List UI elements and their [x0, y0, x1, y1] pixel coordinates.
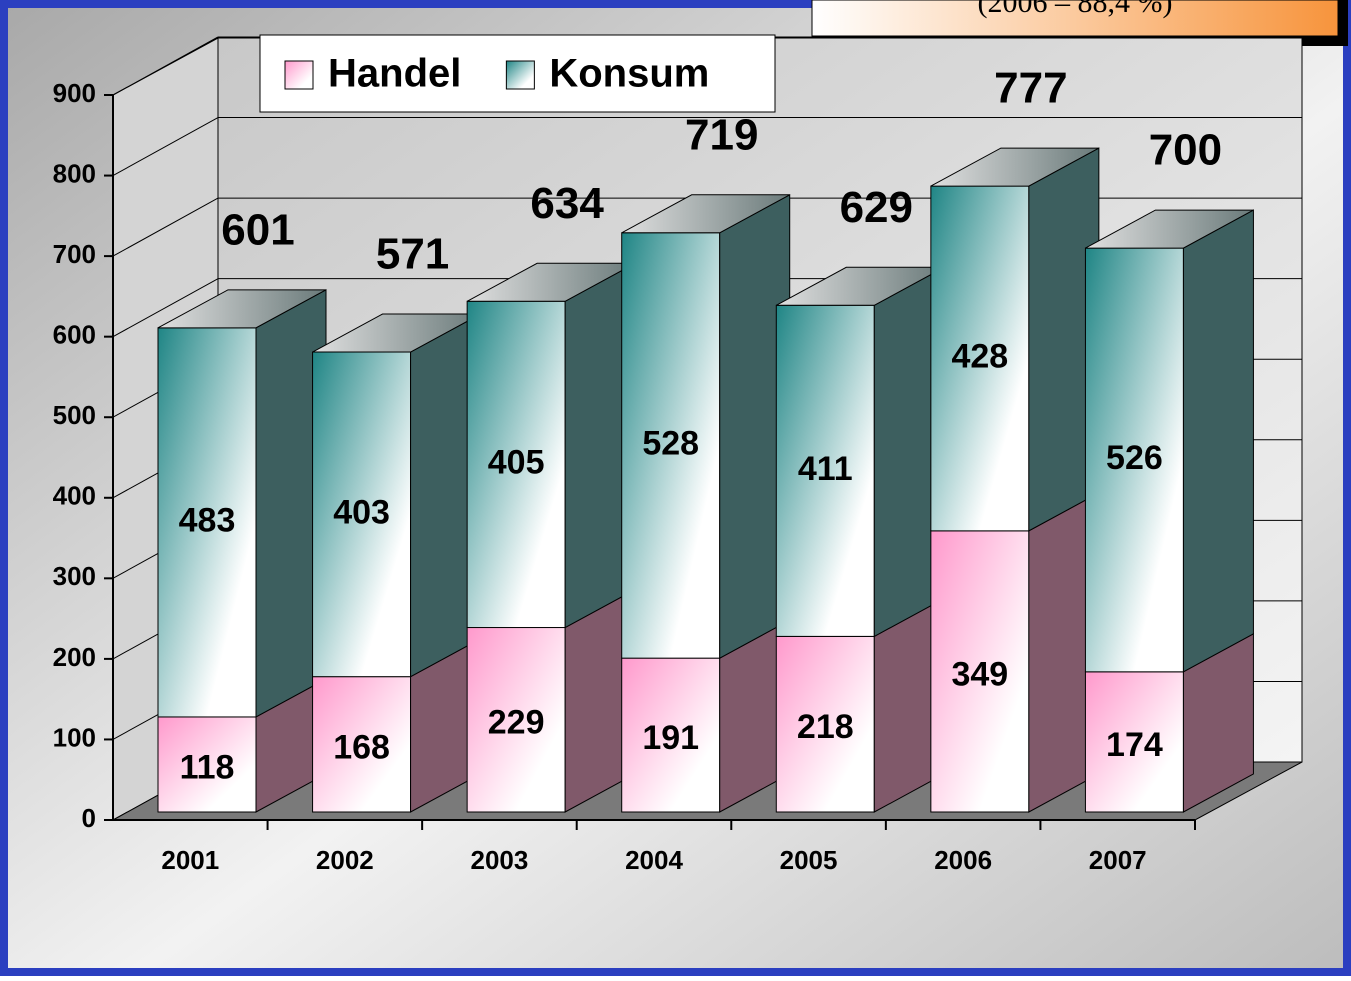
x-tick-label: 2002 [316, 845, 374, 875]
y-tick-label: 0 [82, 803, 96, 833]
total-label: 629 [840, 183, 913, 232]
bar-top [157, 289, 327, 329]
value-label: 403 [333, 493, 390, 531]
y-tick-label: 900 [53, 78, 96, 108]
bar-segment [157, 716, 257, 813]
x-tick-label: 2006 [934, 845, 992, 875]
bar-top [1085, 209, 1254, 249]
bar-segment [466, 300, 566, 629]
bar-segment [621, 657, 721, 813]
grid-line [112, 117, 219, 176]
legend-label: Konsum [549, 52, 709, 96]
legend: Handel Konsum [259, 34, 776, 113]
value-label: 411 [798, 450, 853, 488]
grid-line [112, 36, 219, 96]
value-label: 483 [179, 501, 236, 539]
x-tick-label: 2007 [1089, 845, 1147, 875]
y-tick-label: 500 [53, 400, 96, 430]
bar-segment [621, 232, 721, 659]
y-tick-label: 200 [53, 642, 96, 672]
value-label: 174 [1106, 726, 1163, 764]
legend-swatch [505, 60, 535, 90]
bar-segment [1084, 247, 1184, 673]
annotation-box [811, 0, 1339, 37]
legend-swatch [284, 60, 314, 90]
total-label: 601 [221, 205, 294, 254]
annotation: (2006 – 88,4 %) [978, 0, 1173, 19]
bar-top [621, 194, 790, 234]
value-label: 349 [951, 655, 1008, 693]
grid-line [112, 197, 219, 257]
grid-line [112, 278, 219, 338]
x-tick-label: 2005 [780, 845, 838, 875]
legend-label: Handel [328, 52, 461, 96]
value-label: 405 [488, 443, 545, 481]
total-label: 777 [994, 64, 1067, 113]
bar-segment [312, 351, 412, 678]
value-label: 229 [488, 704, 545, 742]
value-label: 428 [951, 337, 1008, 375]
total-label: 719 [685, 110, 758, 159]
value-label: 526 [1106, 439, 1163, 477]
value-label: 218 [797, 708, 854, 746]
x-tick-label: 2003 [471, 845, 529, 875]
bar-segment [775, 304, 875, 637]
value-label: 118 [180, 748, 235, 786]
y-tick-label: 300 [53, 561, 96, 591]
bar-segment [930, 185, 1030, 532]
bar-side [1182, 209, 1254, 673]
y-tick-label: 700 [53, 239, 96, 269]
x-tick-label: 2001 [161, 845, 219, 875]
total-label: 700 [1149, 126, 1222, 175]
value-label: 191 [642, 719, 699, 757]
bar-segment [312, 676, 412, 813]
x-tick-label: 2004 [625, 845, 683, 875]
bar-segment [157, 327, 257, 718]
y-tick-label: 800 [53, 158, 96, 188]
y-tick-label: 600 [53, 320, 96, 350]
total-label: 634 [530, 179, 604, 228]
value-label: 168 [333, 728, 390, 766]
bar-segment [930, 530, 1030, 813]
value-label: 528 [642, 424, 699, 462]
total-label: 571 [376, 230, 449, 279]
bar-segment [775, 635, 875, 813]
y-tick-label: 100 [53, 722, 96, 752]
y-tick-label: 400 [53, 481, 96, 511]
bar-top [930, 147, 1100, 187]
